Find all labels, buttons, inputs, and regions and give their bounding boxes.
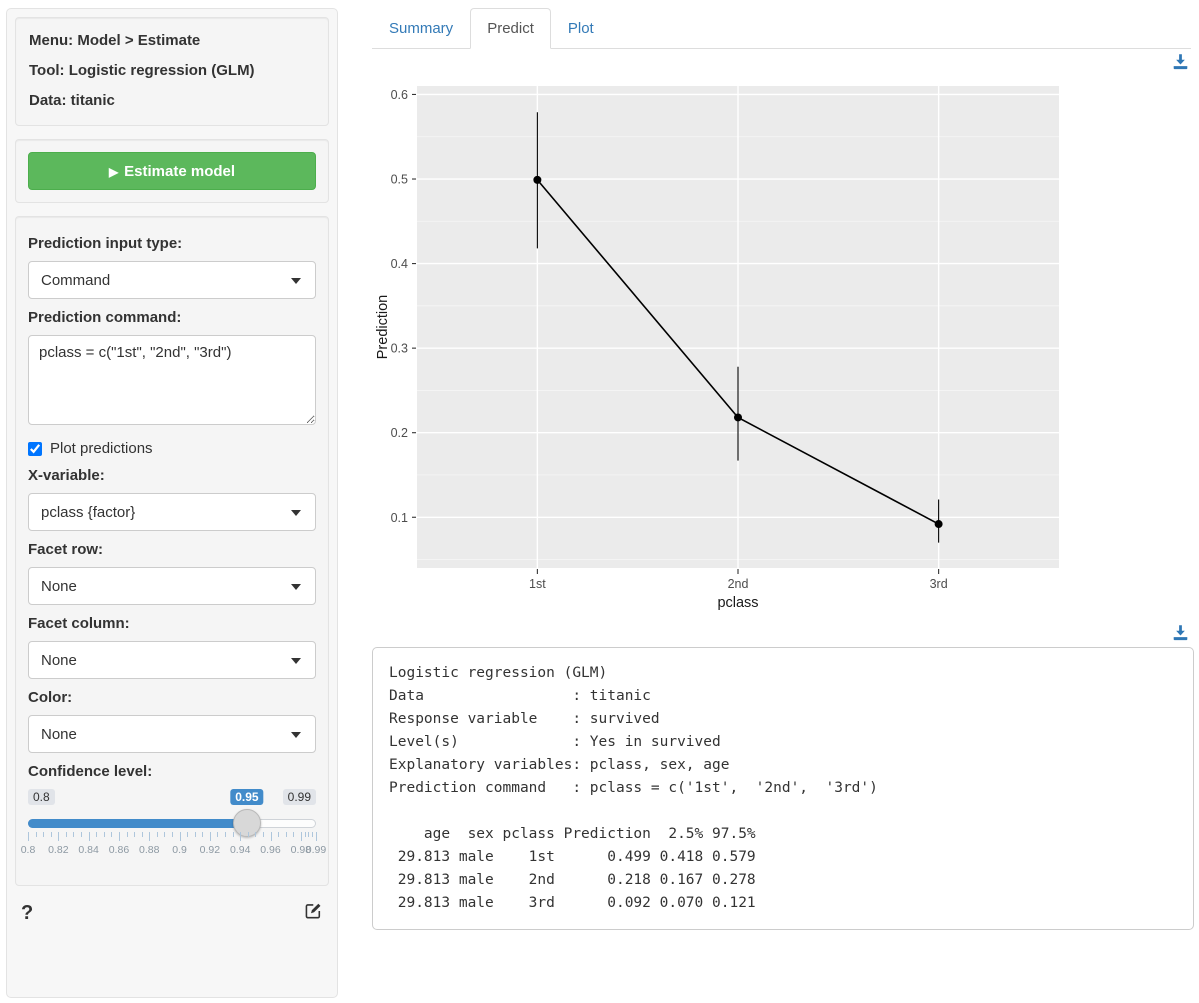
download-plot-icon[interactable] (1172, 53, 1189, 73)
play-icon: ▶ (108, 164, 119, 179)
help-icon[interactable]: ? (21, 901, 34, 924)
chevron-down-icon (291, 278, 301, 284)
svg-text:1st: 1st (529, 577, 546, 591)
color-label: Color: (28, 689, 73, 706)
svg-text:0.2: 0.2 (391, 426, 408, 440)
chevron-down-icon (291, 584, 301, 590)
svg-text:pclass: pclass (717, 595, 758, 611)
slider-min-label: 0.8 (28, 789, 55, 805)
svg-text:0.1: 0.1 (391, 511, 408, 525)
estimate-panel: ▶ Estimate model (15, 139, 329, 203)
facet-column-label: Facet column: (28, 615, 130, 632)
prediction-controls-panel: Prediction input type: Command Predictio… (15, 216, 329, 886)
svg-text:0.4: 0.4 (391, 257, 408, 271)
prediction-command-input[interactable]: pclass = c("1st", "2nd", "3rd") (28, 335, 316, 425)
slider-fill (28, 819, 247, 828)
slider-max-label: 0.99 (282, 789, 316, 805)
facet-column-select[interactable]: None (28, 641, 316, 679)
svg-text:0.6: 0.6 (391, 88, 408, 102)
slider-grid: 0.8 0.82 0.84 0.86 0.88 0.9 0.92 0.94 0.96 0.98 0.… (21, 832, 326, 858)
chevron-down-icon (291, 510, 301, 516)
facet-column-value: None (41, 651, 77, 669)
tab-predict[interactable]: Predict (470, 8, 551, 49)
facet-row-value: None (41, 577, 77, 595)
input-type-value: Command (41, 271, 111, 289)
svg-text:3rd: 3rd (930, 577, 948, 591)
tab-plot[interactable]: Plot (567, 20, 594, 37)
estimate-model-button[interactable]: ▶ Estimate model (28, 152, 316, 190)
confidence-level-slider[interactable]: 0.8 0.95 0.99 0.8 0.82 0.84 0.86 0.88 0.9 0.92… (21, 789, 326, 873)
command-label: Prediction command: (28, 309, 182, 326)
sidebar-footer: ? (15, 899, 329, 925)
model-summary-panel: Menu: Model > Estimate Tool: Logistic re… (15, 17, 329, 126)
xvar-select[interactable]: pclass {factor} (28, 493, 316, 531)
input-type-label: Prediction input type: (28, 235, 183, 252)
prediction-output-box: Logistic regression (GLM) Data : titanic… (372, 647, 1194, 930)
tab-bar: Summary Predict Plot (372, 8, 1191, 49)
slider-value-label: 0.95 (230, 789, 264, 805)
sidebar: Menu: Model > Estimate Tool: Logistic re… (6, 8, 338, 998)
svg-text:2nd: 2nd (728, 577, 749, 591)
prediction-output-text: Logistic regression (GLM) Data : titanic… (389, 665, 878, 911)
xvar-label: X-variable: (28, 467, 105, 484)
plot-predictions-label: Plot predictions (50, 440, 153, 457)
prediction-plot-svg: 0.1 0.2 0.3 0.4 0.5 0.6 1st 2nd 3rd Prediction pcl… (375, 86, 1059, 611)
input-type-select[interactable]: Command (28, 261, 316, 299)
confidence-level-label: Confidence level: (28, 763, 153, 780)
chevron-down-icon (291, 658, 301, 664)
menu-breadcrumb: Menu: Model > Estimate (29, 32, 201, 49)
svg-text:0.5: 0.5 (391, 173, 408, 187)
edit-report-icon[interactable] (304, 901, 323, 925)
tab-summary[interactable]: Summary (389, 20, 454, 37)
main-panel: Summary Predict Plot 0.1 0.2 0.3 0.4 0.5 0.6 1… (338, 0, 1199, 1003)
download-data-icon[interactable] (1172, 624, 1189, 644)
prediction-plot: 0.1 0.2 0.3 0.4 0.5 0.6 1st 2nd 3rd Prediction pcl… (372, 73, 1191, 620)
facet-row-select[interactable]: None (28, 567, 316, 605)
dataset-name: Data: titanic (29, 92, 115, 109)
chevron-down-icon (291, 732, 301, 738)
facet-row-label: Facet row: (28, 541, 104, 558)
xvar-value: pclass {factor} (41, 503, 136, 521)
plot-predictions-checkbox[interactable] (28, 441, 42, 456)
color-value: None (41, 725, 77, 743)
svg-text:0.3: 0.3 (391, 342, 408, 356)
color-select[interactable]: None (28, 715, 316, 753)
svg-text:Prediction: Prediction (375, 295, 391, 359)
tool-name: Tool: Logistic regression (GLM) (29, 62, 255, 79)
